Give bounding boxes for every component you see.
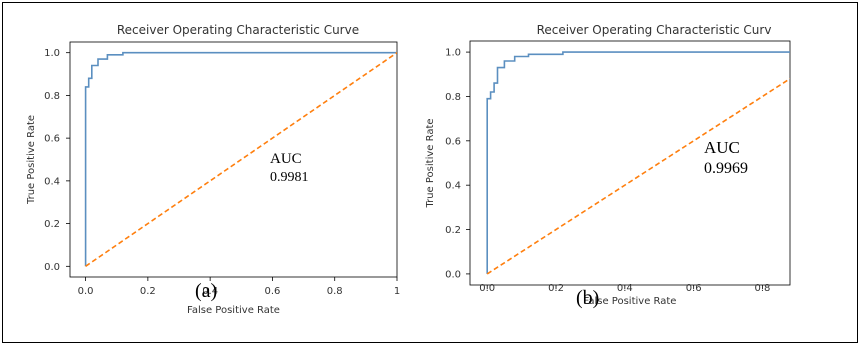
x-tick-label: 0.6 [264,286,280,297]
y-axis-label: True Positive Rate [425,118,436,208]
x-tick-label: 0.8 [327,286,343,297]
roc-chart-b: Receiver Operating Characteristic Curv 0.… [425,23,791,307]
chart-title: Receiver Operating Characteristic Curv [537,23,772,37]
chance-diagonal-line [85,52,397,267]
auc-label: AUC [270,151,302,167]
x-tick-label: 0.6 [686,283,702,294]
series-group [486,51,790,275]
x-tick-label: 0.2 [140,286,156,297]
auc-label: AUC [704,138,740,157]
y-tick-label: 0.0 [445,269,461,280]
x-tick-label: 1 [394,286,400,297]
auc-value: 0.9969 [704,160,748,177]
y-tick-label: 0.0 [44,262,60,273]
x-tick-label: 0.4 [617,283,633,294]
y-tick-label: 0.2 [445,225,461,236]
y-tick-label: 0.4 [445,181,461,192]
y-tick-label: 0.2 [44,219,60,230]
axes-frame [469,40,791,286]
figure-frame: Receiver Operating Characteristic Curve 0… [2,2,858,343]
axes-frame [69,41,398,278]
panel-label-a: (a) [195,280,217,302]
panel-label-b: (b) [576,287,599,309]
series-group [84,51,397,267]
x-tick-label: 0.0 [78,286,94,297]
x-axis-label: False Positive Rate [584,296,677,307]
x-tick-label: 0.0 [479,283,495,294]
y-tick-label: 0.4 [44,176,60,187]
x-tick-label: 0.4 [202,286,218,297]
x-axis-label: False Positive Rate [187,305,280,316]
y-tick-label: 1.0 [445,48,461,59]
y-tick-label: 0.6 [445,136,461,147]
y-axis-label: True Positive Rate [26,115,37,205]
roc-chart-a: Receiver Operating Characteristic Curve 0… [26,23,400,316]
chance-diagonal-line [486,78,790,275]
chart-title: Receiver Operating Characteristic Curve [117,23,359,37]
x-tick-label: 0.2 [548,283,564,294]
y-tick-label: 1.0 [44,48,60,59]
y-tick-label: 0.8 [445,92,461,103]
roc-curve-line [486,51,790,274]
y-tick-label: 0.8 [44,91,60,102]
roc-curve-line [84,51,397,267]
y-tick-label: 0.6 [44,134,60,145]
auc-value: 0.9981 [270,170,309,185]
x-tick-label: 0.8 [755,283,771,294]
roc-figure: Receiver Operating Characteristic Curve 0… [26,23,791,316]
